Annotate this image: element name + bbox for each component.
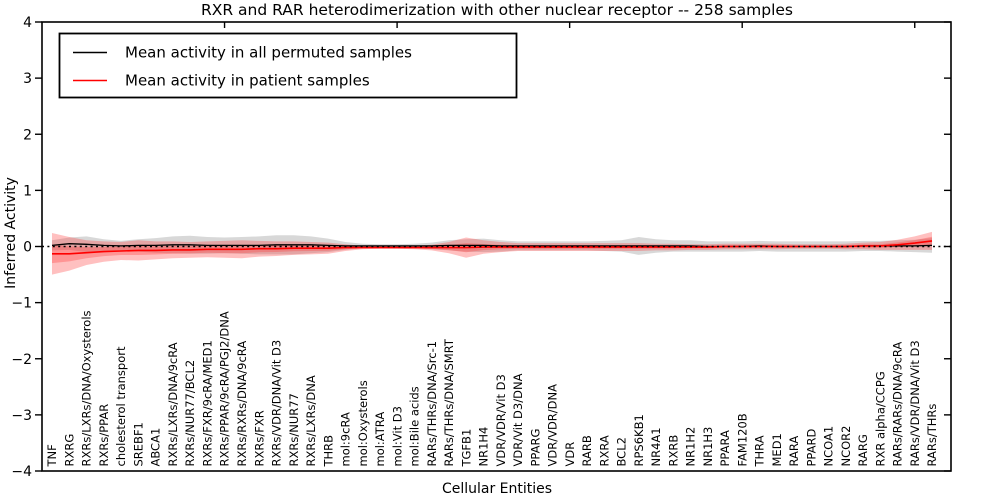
x-tick-label: TNF <box>45 444 59 467</box>
x-tick-label: RARs/THRs/DNA/SMRT <box>442 338 456 466</box>
x-tick-label: NCOR2 <box>839 426 853 467</box>
patient-std-band-outer <box>52 231 932 275</box>
x-tick-label: PPARG <box>528 429 542 467</box>
x-tick-label: NR1H3 <box>701 427 715 467</box>
legend-label-patient: Mean activity in patient samples <box>125 72 370 90</box>
x-tick-label: THRB <box>321 435 335 468</box>
y-tick-label: −3 <box>11 408 32 424</box>
x-tick-label: RXRs/RXRs/DNA/9cRA <box>235 341 249 467</box>
x-tick-label: RXRs/LXRs/DNA/9cRA <box>166 342 180 466</box>
y-tick-label: 0 <box>23 240 32 256</box>
x-tick-label: PPARD <box>804 429 818 467</box>
x-tick-label: VDR <box>563 442 577 467</box>
x-tick-label: RARs/THRs <box>925 404 939 467</box>
x-tick-label: FAM120B <box>735 413 749 466</box>
x-tick-label: mol:Oxysterols <box>356 380 370 466</box>
legend-label-permuted: Mean activity in all permuted samples <box>125 44 412 62</box>
x-axis-label: Cellular Entities <box>442 481 552 497</box>
x-tick-label: ABCA1 <box>149 428 163 467</box>
x-tick-label: NR1H2 <box>684 427 698 467</box>
y-tick-label: −4 <box>11 464 32 480</box>
y-tick-label: 3 <box>23 71 32 87</box>
y-tick-label: −1 <box>11 296 32 312</box>
x-tick-label: VDR/Vit D3/DNA <box>511 373 525 466</box>
x-tick-label: SREBF1 <box>131 422 145 466</box>
x-tick-label: NCOA1 <box>822 426 836 467</box>
x-tick-label: RXRs/FXR <box>252 410 266 466</box>
x-tick-label: mol:Vit D3 <box>390 406 404 466</box>
legend: Mean activity in all permuted samples Me… <box>58 32 518 99</box>
x-tick-label: RARs/THRs/DNA/Src-1 <box>425 341 439 467</box>
x-tick-label: RARB <box>580 435 594 466</box>
x-tick-label: VDR/VDR/DNA <box>546 384 560 467</box>
x-tick-label: VDR/VDR/Vit D3 <box>494 374 508 466</box>
y-axis-ticks: 4 3 2 1 0 −1 −2 −3 −4 <box>11 15 951 480</box>
x-tick-label: RARG <box>856 434 870 466</box>
x-tick-label: RXRs/FXR/9cRA/MED1 <box>200 340 214 466</box>
x-tick-label: NR4A1 <box>649 427 663 466</box>
x-tick-label: RPS6KB1 <box>632 414 646 466</box>
x-tick-label: RXRs/NUR77 <box>287 393 301 466</box>
x-tick-label: TGFB1 <box>459 429 473 468</box>
x-tick-label: RXRA <box>597 435 611 466</box>
x-tick-label: MED1 <box>770 433 784 466</box>
x-tick-label: RXRs/NUR77/BCL2 <box>183 360 197 467</box>
y-tick-label: 2 <box>23 127 32 143</box>
x-tick-label: THRA <box>753 435 767 467</box>
top-axis-ticks <box>223 22 916 28</box>
x-axis-tick-labels: TNF RXRG RXRs/LXRs/DNA/Oxysterols RXRs/PPAR… <box>45 310 939 467</box>
x-tick-label: RXRB <box>666 435 680 467</box>
x-tick-label: NR1H4 <box>477 427 491 467</box>
y-tick-label: 1 <box>23 183 32 199</box>
x-tick-label: mol:Bile acids <box>408 386 422 466</box>
x-tick-label: RARA <box>787 436 801 467</box>
y-tick-label: 4 <box>23 15 32 31</box>
x-tick-label: PPARA <box>718 430 732 467</box>
legend-box <box>58 32 518 99</box>
x-tick-label: cholesterol transport <box>114 346 128 466</box>
x-tick-label: RXRs/PPAR <box>97 404 111 467</box>
x-tick-label: RXRs/VDR/DNA/Vit D3 <box>270 340 284 467</box>
x-tick-label: RXRG <box>62 434 76 467</box>
x-tick-label: BCL2 <box>615 437 629 466</box>
x-tick-label: mol:ATRA <box>373 412 387 467</box>
x-tick-label: mol:9cRA <box>339 412 353 466</box>
x-tick-label: RXRs/LXRs/DNA/Oxysterols <box>80 310 94 466</box>
confidence-bands <box>52 231 932 275</box>
y-tick-label: −2 <box>11 352 32 368</box>
x-tick-label: RARs/RARs/DNA/9cRA <box>891 342 905 467</box>
x-tick-label: RXRs/PPAR/9cRA/PGJ2/DNA <box>218 311 232 466</box>
x-tick-label: RXR alpha/CCPG <box>873 371 887 466</box>
y-axis-label: Inferred Activity <box>3 177 19 289</box>
x-tick-label: RXRs/LXRs/DNA <box>304 375 318 466</box>
chart-title: RXR and RAR heterodimerization with othe… <box>201 1 793 19</box>
x-tick-label: RARs/VDR/DNA/Vit D3 <box>908 340 922 466</box>
